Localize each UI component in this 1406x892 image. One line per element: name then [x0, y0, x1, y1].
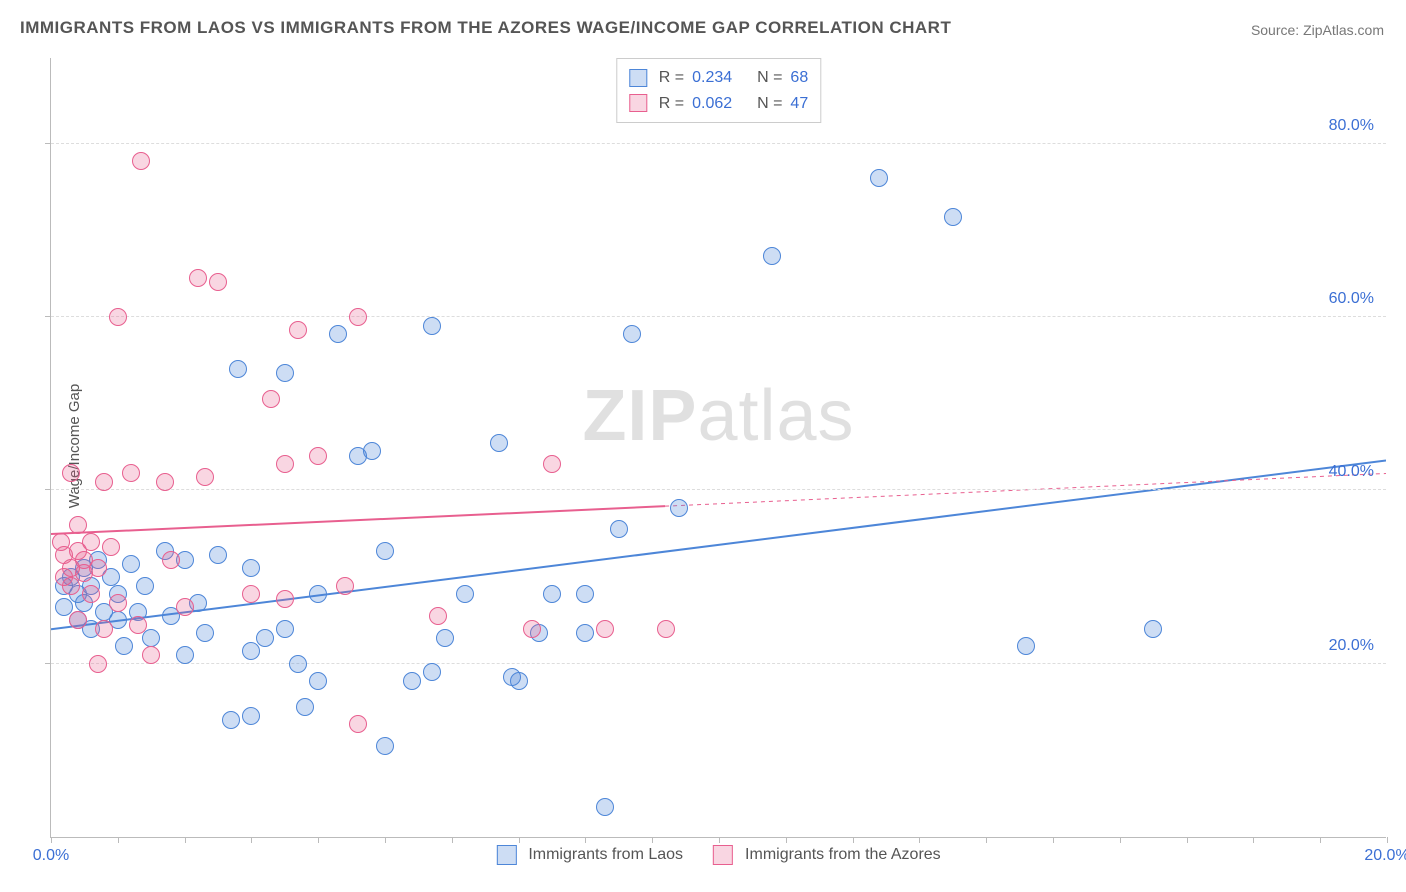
data-point: [349, 308, 367, 326]
legend-item: Immigrants from Laos: [496, 845, 683, 865]
data-point: [623, 325, 641, 343]
data-point: [122, 464, 140, 482]
data-point: [89, 559, 107, 577]
data-point: [142, 629, 160, 647]
data-point: [209, 546, 227, 564]
gridline: [51, 143, 1386, 144]
data-point: [456, 585, 474, 603]
data-point: [423, 663, 441, 681]
data-point: [576, 585, 594, 603]
data-point: [490, 434, 508, 452]
data-point: [176, 598, 194, 616]
xtick-label: 0.0%: [33, 847, 69, 865]
data-point: [429, 607, 447, 625]
data-point: [256, 629, 274, 647]
stats-box: R = 0.234 N = 68R = 0.062 N = 47: [616, 58, 821, 123]
data-point: [296, 698, 314, 716]
stats-row: R = 0.234 N = 68: [629, 65, 808, 91]
data-point: [95, 473, 113, 491]
data-point: [82, 585, 100, 603]
data-point: [132, 152, 150, 170]
data-point: [670, 499, 688, 517]
data-point: [242, 585, 260, 603]
data-point: [510, 672, 528, 690]
ytick-label: 20.0%: [1329, 637, 1374, 655]
data-point: [576, 624, 594, 642]
data-point: [523, 620, 541, 638]
data-point: [102, 538, 120, 556]
data-point: [376, 542, 394, 560]
legend-item: Immigrants from the Azores: [713, 845, 941, 865]
data-point: [543, 455, 561, 473]
data-point: [62, 464, 80, 482]
data-point: [276, 590, 294, 608]
data-point: [276, 620, 294, 638]
data-point: [242, 642, 260, 660]
data-point: [657, 620, 675, 638]
gridline: [51, 316, 1386, 317]
data-point: [196, 468, 214, 486]
data-point: [189, 269, 207, 287]
data-point: [89, 655, 107, 673]
data-point: [136, 577, 154, 595]
data-point: [1017, 637, 1035, 655]
chart-title: IMMIGRANTS FROM LAOS VS IMMIGRANTS FROM …: [20, 18, 951, 38]
data-point: [309, 585, 327, 603]
data-point: [62, 577, 80, 595]
data-point: [276, 364, 294, 382]
data-point: [423, 317, 441, 335]
data-point: [109, 594, 127, 612]
data-point: [196, 624, 214, 642]
data-point: [176, 646, 194, 664]
data-point: [1144, 620, 1162, 638]
data-point: [69, 611, 87, 629]
data-point: [336, 577, 354, 595]
data-point: [289, 321, 307, 339]
data-point: [436, 629, 454, 647]
data-point: [329, 325, 347, 343]
source-label: Source: ZipAtlas.com: [1251, 22, 1384, 38]
plot-area: ZIPatlas R = 0.234 N = 68R = 0.062 N = 4…: [50, 58, 1386, 838]
data-point: [596, 620, 614, 638]
data-point: [763, 247, 781, 265]
data-point: [122, 555, 140, 573]
data-point: [162, 551, 180, 569]
ytick-label: 60.0%: [1329, 290, 1374, 308]
data-point: [95, 620, 113, 638]
data-point: [944, 208, 962, 226]
data-point: [209, 273, 227, 291]
data-point: [543, 585, 561, 603]
data-point: [82, 533, 100, 551]
data-point: [109, 308, 127, 326]
ytick-label: 80.0%: [1329, 117, 1374, 135]
data-point: [596, 798, 614, 816]
data-point: [229, 360, 247, 378]
data-point: [242, 707, 260, 725]
data-point: [242, 559, 260, 577]
data-point: [309, 672, 327, 690]
data-point: [69, 516, 87, 534]
data-point: [276, 455, 294, 473]
data-point: [870, 169, 888, 187]
data-point: [289, 655, 307, 673]
data-point: [349, 715, 367, 733]
data-point: [262, 390, 280, 408]
xtick-label: 20.0%: [1364, 847, 1406, 865]
data-point: [115, 637, 133, 655]
data-point: [156, 473, 174, 491]
data-point: [222, 711, 240, 729]
data-point: [610, 520, 628, 538]
legend: Immigrants from Laos Immigrants from the …: [496, 845, 940, 865]
data-point: [142, 646, 160, 664]
data-point: [403, 672, 421, 690]
data-point: [376, 737, 394, 755]
watermark: ZIPatlas: [582, 375, 854, 457]
gridline: [51, 663, 1386, 664]
stats-row: R = 0.062 N = 47: [629, 91, 808, 117]
gridline: [51, 489, 1386, 490]
data-point: [309, 447, 327, 465]
ytick-label: 40.0%: [1329, 463, 1374, 481]
data-point: [363, 442, 381, 460]
data-point: [129, 616, 147, 634]
